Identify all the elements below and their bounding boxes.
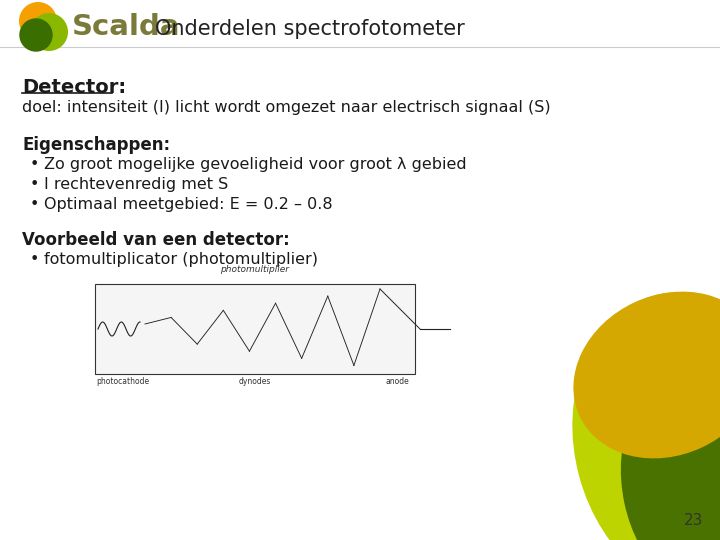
Text: anode: anode xyxy=(385,377,409,386)
Ellipse shape xyxy=(621,366,720,540)
Text: Onderdelen spectrofotometer: Onderdelen spectrofotometer xyxy=(155,19,465,39)
Text: doel: intensiteit (I) licht wordt omgezet naar electrisch signaal (S): doel: intensiteit (I) licht wordt omgeze… xyxy=(22,100,551,115)
Text: dynodes: dynodes xyxy=(239,377,271,386)
Ellipse shape xyxy=(573,292,720,458)
Text: •: • xyxy=(30,197,40,212)
Circle shape xyxy=(30,13,68,51)
Text: photocathode: photocathode xyxy=(96,377,150,386)
Text: Optimaal meetgebied: E = 0.2 – 0.8: Optimaal meetgebied: E = 0.2 – 0.8 xyxy=(44,197,333,212)
Text: Voorbeeld van een detector:: Voorbeeld van een detector: xyxy=(22,231,289,249)
Text: •: • xyxy=(30,252,40,267)
FancyBboxPatch shape xyxy=(95,284,415,374)
Text: photomultiplier: photomultiplier xyxy=(220,265,289,274)
Text: 23: 23 xyxy=(683,513,703,528)
Circle shape xyxy=(19,2,57,40)
Text: Detector:: Detector: xyxy=(22,78,126,97)
Text: fotomultiplicator (photomultiplier): fotomultiplicator (photomultiplier) xyxy=(44,252,318,267)
Text: I rechtevenredig met S: I rechtevenredig met S xyxy=(44,177,228,192)
Text: Zo groot mogelijke gevoeligheid voor groot λ gebied: Zo groot mogelijke gevoeligheid voor gro… xyxy=(44,157,467,172)
Circle shape xyxy=(19,18,53,52)
Text: •: • xyxy=(30,157,40,172)
Text: Eigenschappen:: Eigenschappen: xyxy=(22,136,170,154)
Text: •: • xyxy=(30,177,40,192)
Ellipse shape xyxy=(572,292,720,540)
Text: Scalda: Scalda xyxy=(72,13,181,41)
